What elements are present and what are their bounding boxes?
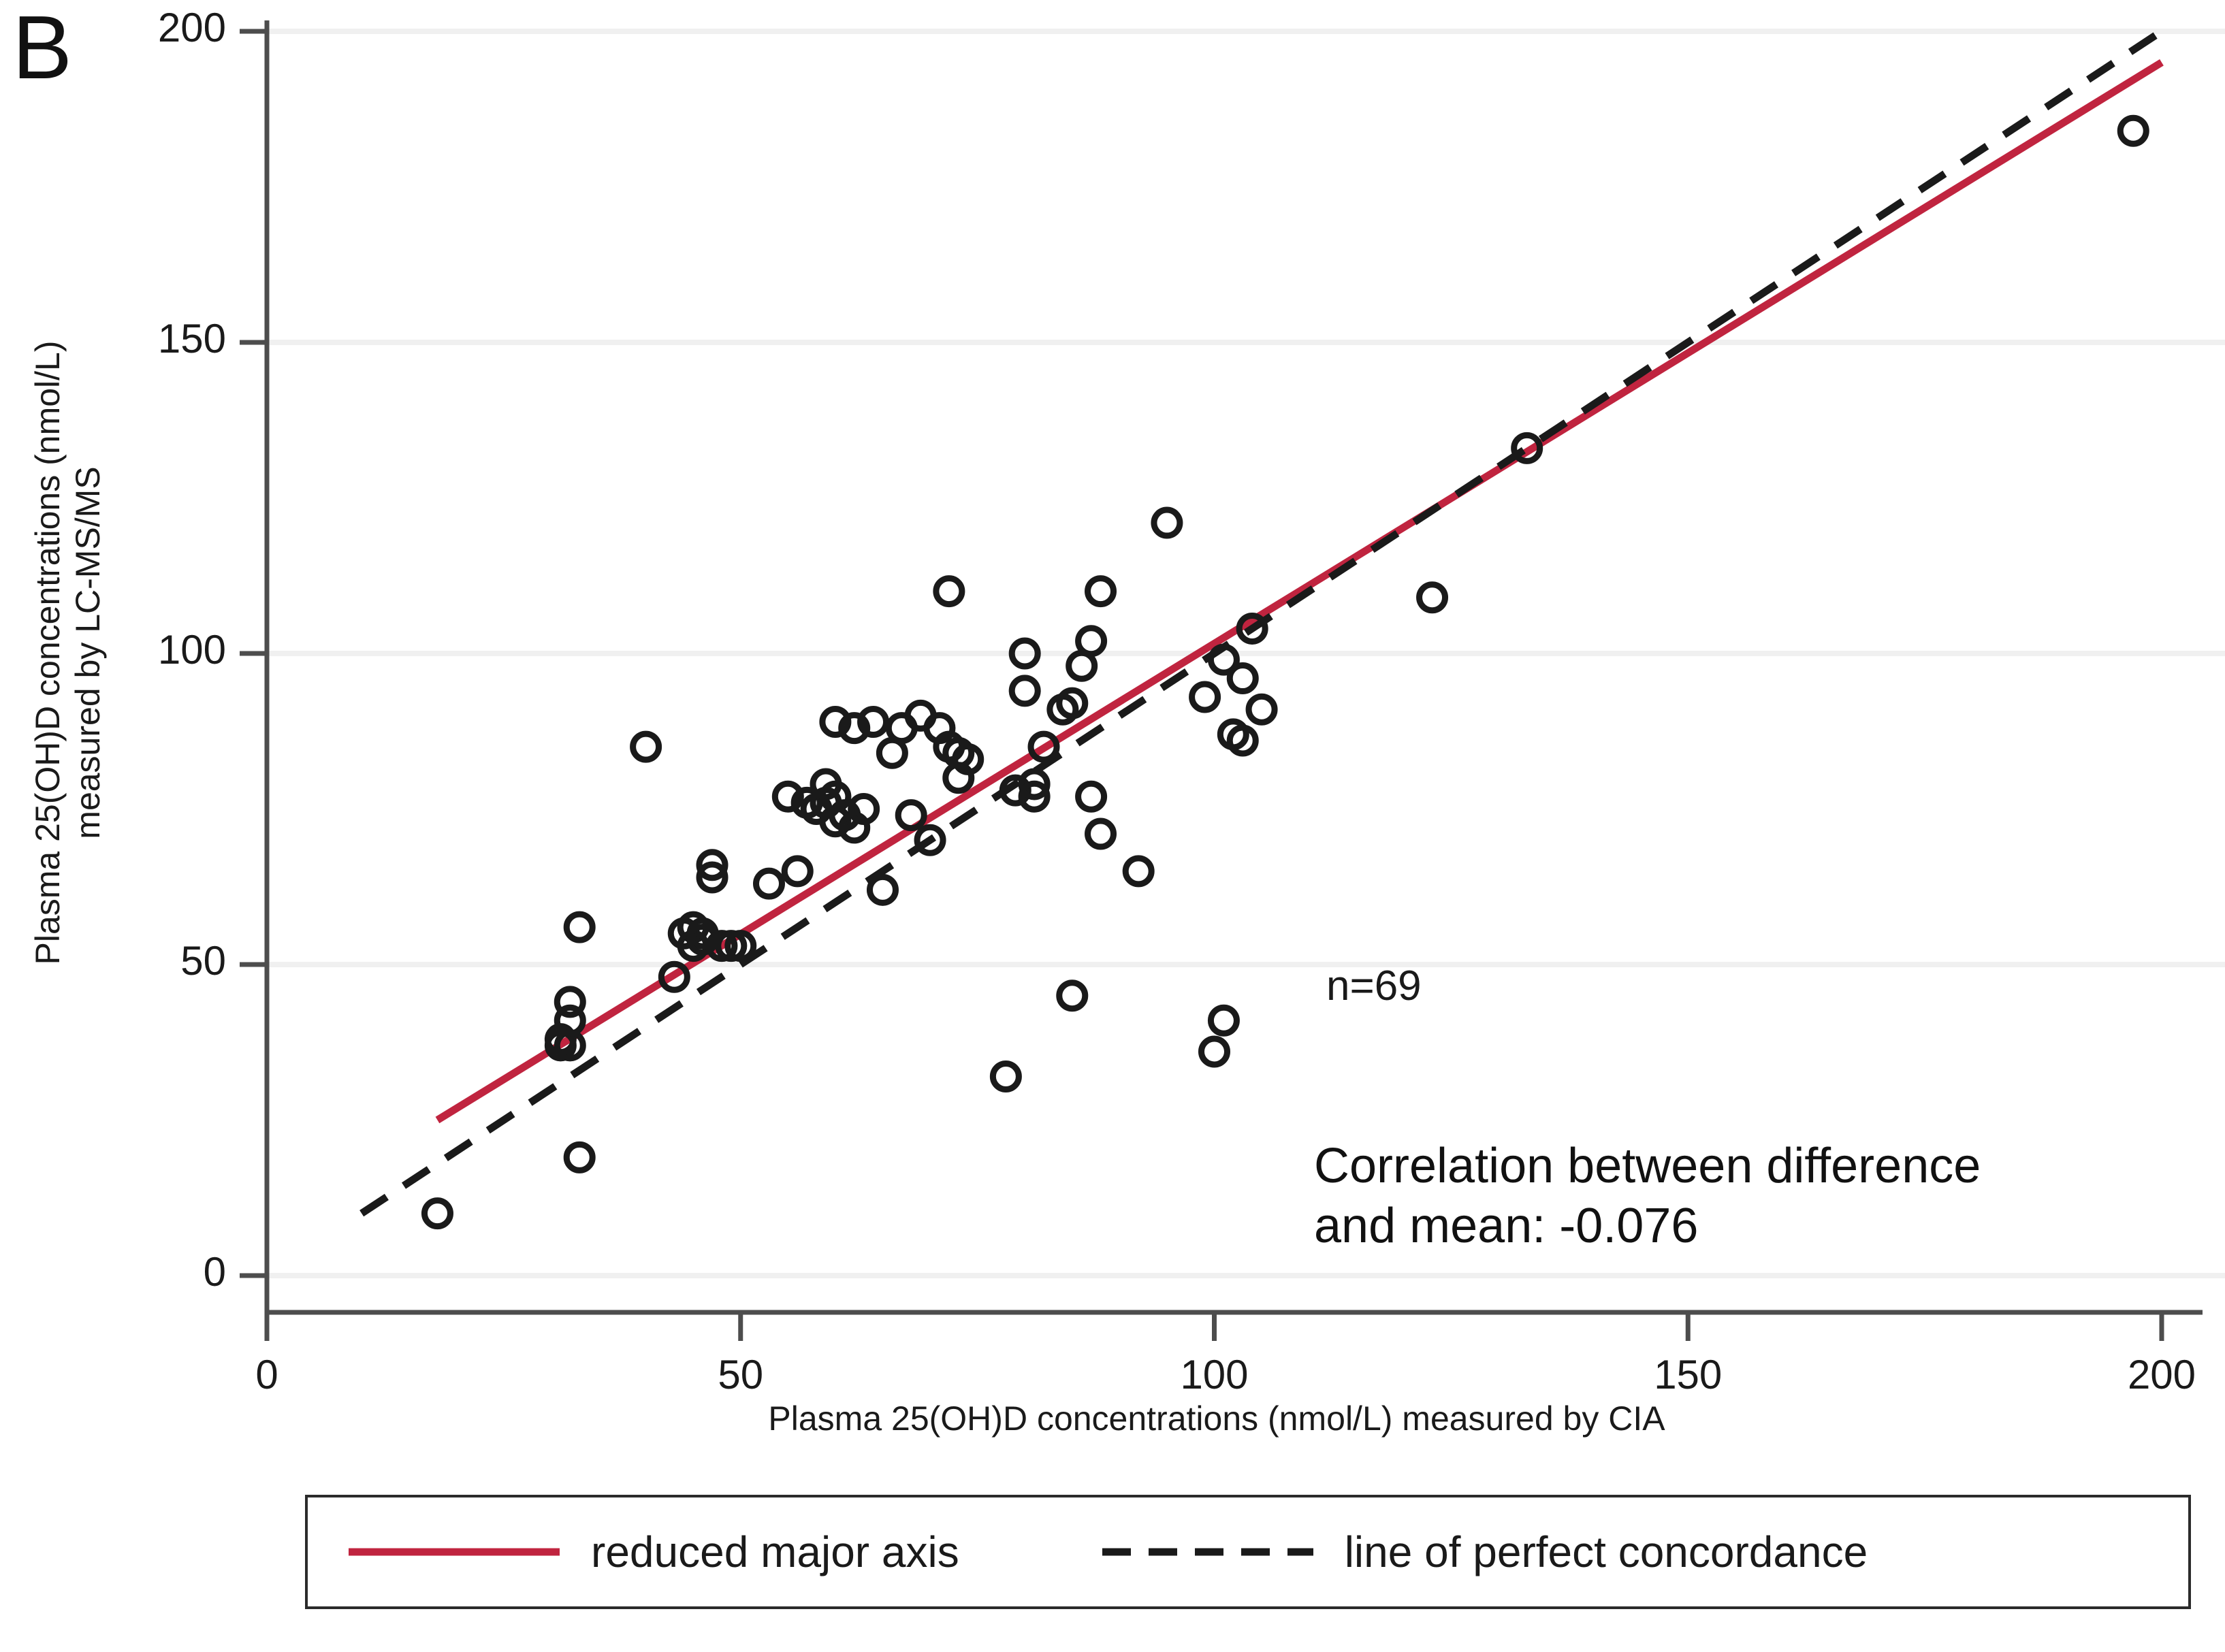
data-point [1085,817,1117,850]
data-point [752,867,785,900]
data-point [1075,780,1108,813]
legend-label-reduced-major-axis: reduced major axis [591,1527,959,1576]
correlation-annotation-line1: Correlation between difference [1314,1139,1981,1193]
correlation-annotation-line2: and mean: -0.076 [1314,1198,1699,1253]
data-point [866,873,899,906]
axis-ticks [240,29,2164,1341]
correlation-annotation: Correlation between difference and mean:… [1314,1137,2220,1257]
data-point [1189,681,1221,713]
y-tick-label-200: 200 [157,5,226,50]
data-point [1207,643,1240,676]
data-point [1198,1035,1230,1068]
data-point [686,923,719,956]
data-point [1075,625,1108,658]
data-point [857,706,890,739]
data-point [1151,506,1183,539]
legend-items: reduced major axis line of perfect conco… [308,1497,2188,1606]
data-point [1236,612,1268,645]
data-point [999,774,1031,807]
legend-item-line-of-perfect-concordance: line of perfect concordance [1102,1527,1868,1577]
data-point [563,1141,596,1173]
legend-item-reduced-major-axis: reduced major axis [349,1527,959,1577]
data-point [914,824,946,856]
data-point [1207,1004,1240,1037]
data-point [724,930,757,962]
data-point [421,1197,453,1230]
data-point [848,793,880,825]
data-point [563,911,596,943]
data-point [2117,114,2149,147]
y-tick-label-100: 100 [157,627,226,673]
axis-lines [264,20,2203,1315]
data-point [715,930,748,962]
legend-dashed-line-icon [1102,1548,1313,1556]
data-point [1018,768,1051,800]
legend-label-line-of-perfect-concordance: line of perfect concordance [1344,1527,1868,1576]
data-point [1226,662,1259,695]
x-axis-title: Plasma 25(OH)D concentrations (nmol/L) m… [768,1399,1665,1438]
data-point [1416,581,1449,614]
data-point [989,1060,1022,1093]
data-point [705,930,738,962]
data-point [838,712,871,745]
gridlines [263,29,2225,1278]
x-tick-label-200: 200 [2127,1352,2196,1397]
y-tick-label-50: 50 [180,938,226,984]
data-point [1085,575,1117,608]
data-point [630,730,662,763]
y-tick-label-0: 0 [203,1249,226,1295]
data-point [1226,724,1259,757]
data-point [933,575,965,608]
data-point [1018,780,1051,813]
data-point [1056,687,1089,719]
data-point [554,986,586,1018]
data-point [696,861,729,894]
data-point [895,799,927,832]
data-point [1511,432,1543,464]
data-point [819,706,852,739]
data-point [781,855,814,888]
legend: reduced major axis line of perfect conco… [305,1495,2191,1609]
data-point [1056,979,1089,1012]
x-tick-label-50: 50 [718,1352,764,1397]
data-point [1245,693,1278,726]
data-point [1008,675,1041,707]
data-point [696,849,729,881]
data-point [1122,855,1155,888]
data-point [1027,730,1060,763]
sample-size-annotation: n=69 [1326,962,1422,1009]
data-point [771,780,804,813]
data-point [1008,637,1041,670]
panel-label-b: B [12,0,73,97]
data-points [421,114,2149,1230]
x-tick-label-100: 100 [1180,1352,1249,1397]
x-tick-label-0: 0 [255,1352,278,1397]
legend-solid-line-icon [349,1548,560,1556]
y-tick-label-150: 150 [157,316,226,361]
data-point [952,743,985,775]
data-point [554,1004,586,1037]
data-point [658,960,690,993]
x-tick-label-150: 150 [1654,1352,1723,1397]
